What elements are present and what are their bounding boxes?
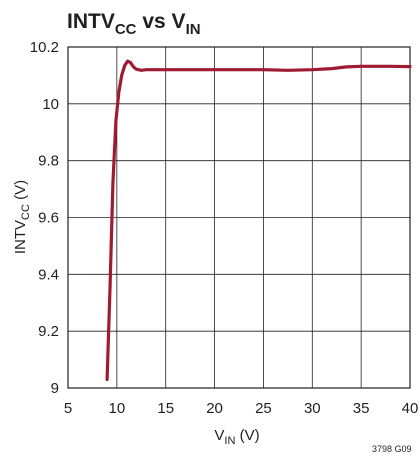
y-tick-label: 9.2 <box>38 323 59 340</box>
x-tick-label: 20 <box>206 400 223 417</box>
x-tick-label: 10 <box>109 400 126 417</box>
x-tick-label: 5 <box>64 400 72 417</box>
y-tick-label: 10 <box>42 96 59 113</box>
y-tick-label: 9.8 <box>38 153 59 170</box>
y-tick-label: 9 <box>51 380 59 397</box>
x-tick-labels: 5 10 15 20 25 30 35 40 <box>64 400 419 417</box>
x-tick-label: 15 <box>157 400 174 417</box>
x-tick-label: 35 <box>353 400 370 417</box>
y-axis-label: INTVCC (V) <box>12 180 32 254</box>
y-tick-labels: 9 9.2 9.4 9.6 9.8 10 10.2 <box>30 39 59 397</box>
y-tick-label: 10.2 <box>30 39 59 56</box>
grid <box>68 47 410 388</box>
x-tick-label: 25 <box>255 400 272 417</box>
series-line-intvcc <box>105 59 412 382</box>
x-tick-label: 30 <box>304 400 321 417</box>
figure-code: 3798 G09 <box>372 444 412 454</box>
y-tick-label: 9.6 <box>38 210 59 227</box>
x-axis-label: VIN (V) <box>214 427 259 447</box>
plot-frame <box>67 46 411 389</box>
chart-title: INTVCC vs VIN <box>67 10 201 38</box>
x-tick-label: 40 <box>402 400 419 417</box>
y-tick-label: 9.4 <box>38 266 59 283</box>
